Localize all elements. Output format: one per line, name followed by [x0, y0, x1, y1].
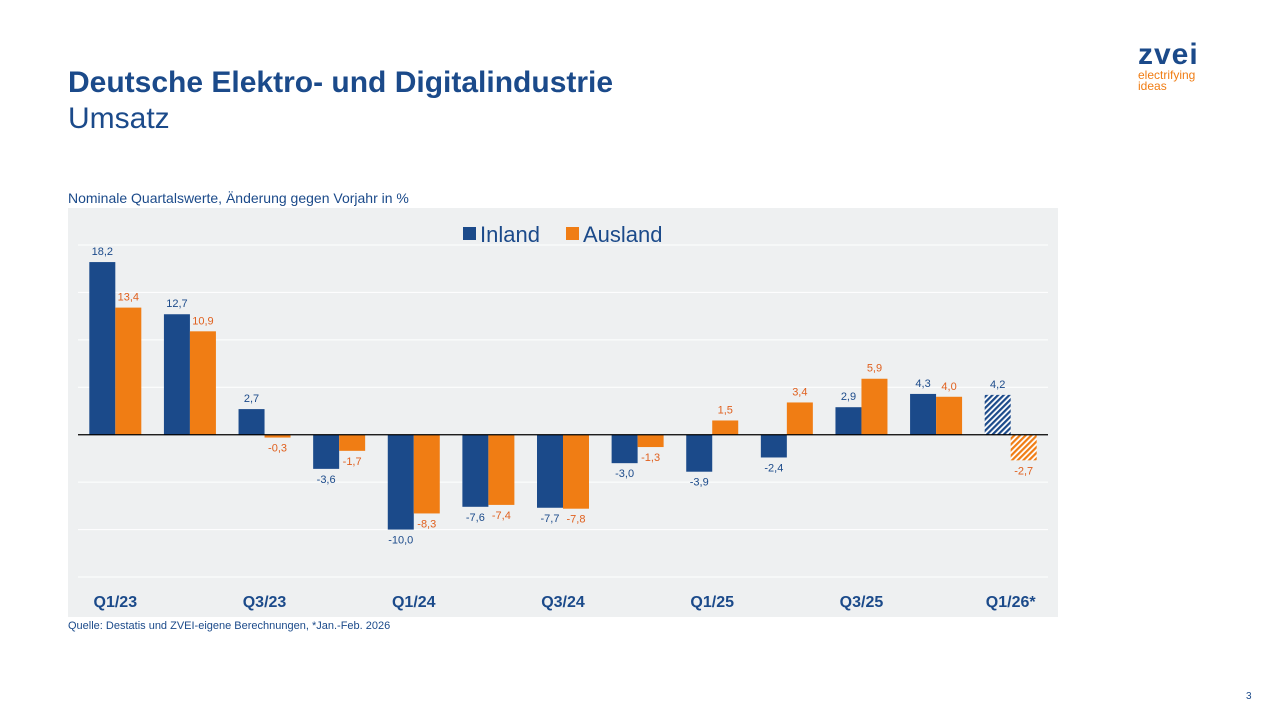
page-subtitle: Umsatz	[68, 102, 170, 135]
chart-title: Nominale Quartalswerte, Änderung gegen V…	[68, 190, 409, 206]
data-label: 4,3	[915, 378, 930, 390]
bar-ausland	[563, 434, 589, 509]
logo-tagline-1: electrifying	[1138, 68, 1196, 82]
bar-inland	[760, 434, 787, 458]
bar-ausland	[115, 307, 142, 435]
data-label: 18,2	[92, 246, 113, 258]
data-label: -8,3	[417, 518, 436, 530]
x-tick-label: Q3/23	[243, 594, 287, 611]
bar-inland	[163, 314, 190, 435]
data-label: -3,6	[317, 474, 336, 486]
data-label: 4,0	[941, 381, 956, 393]
bar-ausland	[637, 434, 664, 448]
data-label: 4,2	[990, 379, 1005, 391]
bar-inland	[462, 434, 489, 507]
bar-inland	[984, 394, 1011, 435]
data-label: -1,3	[641, 452, 660, 464]
data-label: 2,7	[244, 393, 259, 405]
bar-inland	[611, 434, 638, 464]
x-tick-label: Q1/26*	[986, 594, 1037, 611]
x-tick-label: Q3/24	[541, 594, 585, 611]
data-label: -3,9	[690, 477, 709, 489]
legend-swatch-inland	[463, 227, 476, 240]
zvei-logo: zvei electrifying ideas	[1138, 38, 1199, 93]
data-label: 2,9	[841, 391, 856, 403]
legend-swatch-ausland	[566, 227, 579, 240]
bar-inland	[686, 434, 713, 472]
legend-label-inland: Inland	[480, 222, 540, 247]
bar-ausland	[1010, 434, 1037, 461]
data-label: -7,4	[492, 510, 511, 522]
bar-inland	[835, 407, 862, 435]
bar-ausland	[413, 434, 440, 514]
bar-inland	[387, 434, 414, 530]
x-tick-label: Q1/24	[392, 594, 436, 611]
bar-inland	[537, 434, 563, 508]
data-label: -7,7	[541, 513, 560, 525]
x-tick-label: Q3/25	[840, 594, 884, 611]
bar-ausland	[712, 420, 739, 435]
bar-ausland	[936, 396, 963, 435]
data-label: 5,9	[867, 363, 882, 375]
data-label: -10,0	[388, 535, 413, 547]
logo-word: zvei	[1138, 38, 1199, 71]
data-label: 1,5	[718, 404, 733, 416]
data-label: 12,7	[166, 298, 187, 310]
data-label: -7,8	[567, 514, 586, 526]
data-label: 3,4	[792, 386, 807, 398]
data-label: -1,7	[343, 456, 362, 468]
bar-ausland	[488, 434, 515, 505]
bar-inland	[238, 409, 265, 435]
x-tick-label: Q1/23	[94, 594, 138, 611]
page-number: 3	[1246, 691, 1252, 702]
legend-label-ausland: Ausland	[583, 222, 663, 247]
data-label: -3,0	[615, 468, 634, 480]
data-label: 10,9	[192, 315, 213, 327]
bar-ausland	[861, 378, 888, 435]
bar-ausland	[189, 331, 216, 435]
data-label: -2,7	[1014, 465, 1033, 477]
logo-tagline-2: ideas	[1138, 79, 1167, 93]
source-note: Quelle: Destatis und ZVEI-eigene Berechn…	[68, 620, 391, 632]
bar-ausland	[339, 434, 366, 451]
bar-ausland	[786, 402, 813, 435]
data-label: -7,6	[466, 512, 485, 524]
bar-inland	[89, 262, 116, 435]
data-label: 13,4	[118, 292, 139, 304]
bar-ausland	[264, 434, 291, 438]
page-title: Deutsche Elektro- und Digitalindustrie	[68, 66, 614, 99]
data-label: -0,3	[268, 443, 287, 455]
x-tick-label: Q1/25	[690, 594, 734, 611]
bar-inland	[313, 434, 340, 469]
bar-inland	[910, 393, 937, 435]
data-label: -2,4	[764, 462, 783, 474]
plot-background	[68, 208, 1058, 617]
